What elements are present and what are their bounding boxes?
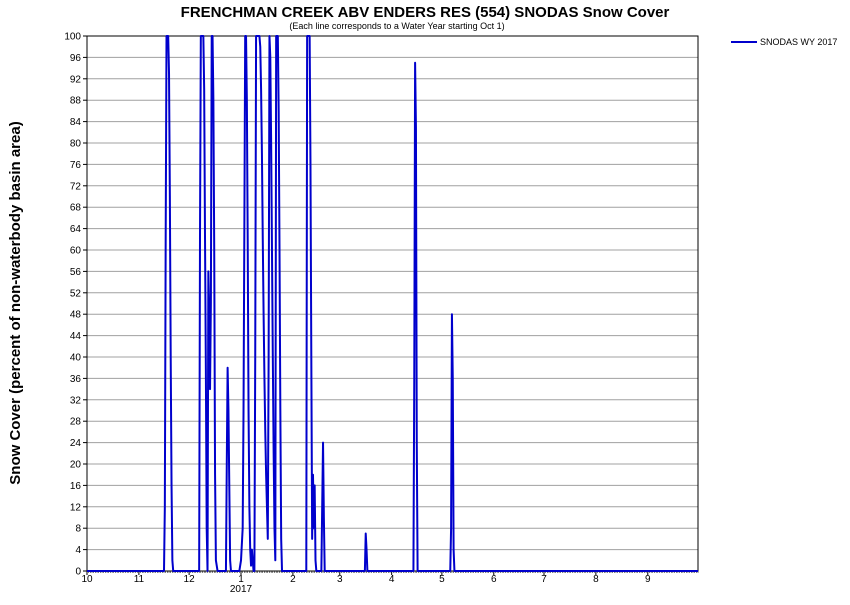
x-tick-label: 9	[645, 574, 651, 585]
y-tick-label: 80	[70, 139, 82, 150]
y-tick-label: 88	[70, 96, 82, 107]
y-tick-label: 84	[70, 117, 82, 128]
chart-title: FRENCHMAN CREEK ABV ENDERS RES (554) SNO…	[181, 4, 670, 21]
y-tick-label: 56	[70, 267, 82, 278]
x-tick-label: 6	[491, 574, 497, 585]
grid-layer	[87, 56, 698, 551]
series-line-0	[87, 35, 698, 572]
y-tick-label: 60	[70, 246, 82, 257]
x-tick-label: 11	[134, 574, 145, 585]
y-tick-label: 44	[70, 331, 82, 342]
y-tick-label: 4	[75, 545, 81, 556]
y-tick-label: 8	[75, 524, 81, 535]
y-tick-label: 72	[70, 181, 82, 192]
x-tick-label: 12	[184, 574, 196, 585]
y-tick-label: 40	[70, 353, 82, 364]
x-tick-label: 3	[337, 574, 343, 585]
y-tick-label: 100	[64, 32, 81, 43]
y-tick-label: 28	[70, 417, 82, 428]
chart-subtitle: (Each line corresponds to a Water Year s…	[289, 21, 504, 31]
y-tick-label: 20	[70, 460, 82, 471]
y-tick-label: 68	[70, 203, 82, 214]
y-tick-label: 48	[70, 310, 82, 321]
legend-label: SNODAS WY 2017	[760, 37, 837, 47]
y-tick-label: 52	[70, 288, 82, 299]
y-tick-label: 92	[70, 74, 82, 85]
x-tick-label: 10	[81, 574, 93, 585]
y-tick-label: 24	[70, 438, 82, 449]
x-tick-label: 8	[593, 574, 599, 585]
y-tick-label: 36	[70, 374, 82, 385]
x-tick-label: 2	[290, 574, 296, 585]
x-tick-label: 4	[389, 574, 395, 585]
y-tick-label: 76	[70, 160, 82, 171]
x-tick-label: 1	[238, 574, 244, 585]
y-tick-label: 32	[70, 395, 82, 406]
y-tick-label: 96	[70, 53, 82, 64]
y-tick-label: 0	[75, 567, 81, 578]
y-axis-label: Snow Cover (percent of non-waterbody bas…	[7, 121, 24, 484]
x-year-label: 2017	[230, 584, 253, 595]
series-layer	[87, 35, 698, 572]
y-ticks-layer: 0481216202428323640444852566064687276808…	[64, 32, 87, 578]
x-tick-label: 5	[439, 574, 445, 585]
plot-frame	[86, 35, 699, 572]
y-tick-label: 12	[70, 502, 82, 513]
y-tick-label: 16	[70, 481, 82, 492]
legend: SNODAS WY 2017	[731, 37, 837, 47]
x-tick-label: 7	[541, 574, 547, 585]
y-tick-label: 64	[70, 224, 82, 235]
x-ticks-layer: 10 11 12 1 2 3 4 5 6 7 8 9	[81, 571, 699, 585]
